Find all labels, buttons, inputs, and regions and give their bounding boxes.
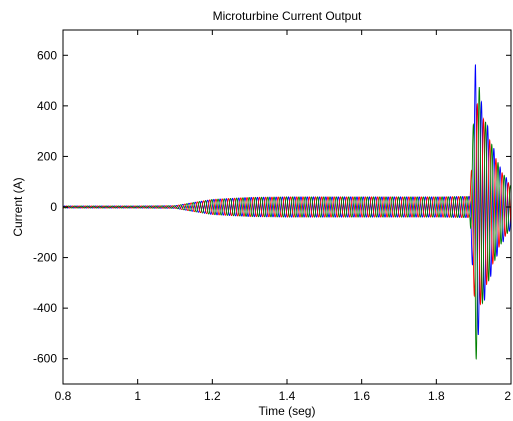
x-tick-label: 1.8 <box>428 389 445 403</box>
x-tick-label: 2 <box>504 389 511 403</box>
series-line-1 <box>63 64 511 336</box>
x-tick-label: 1.4 <box>279 389 296 403</box>
y-tick-label: 0 <box>50 200 57 214</box>
y-tick-label: -600 <box>33 352 57 366</box>
y-tick-label: 400 <box>37 99 57 113</box>
series-line-3 <box>63 87 511 360</box>
y-axis-label: Current (A) <box>11 177 25 236</box>
x-tick-label: 1.2 <box>204 389 221 403</box>
y-axis: 600 400 200 0 -200 -400 -600 <box>33 48 511 366</box>
series-line-2 <box>63 102 511 306</box>
y-tick-label: -400 <box>33 301 57 315</box>
y-tick-label: -200 <box>33 251 57 265</box>
chart-title: Microturbine Current Output <box>213 9 362 23</box>
x-tick-label: 1 <box>134 389 141 403</box>
y-tick-label: 600 <box>37 48 57 62</box>
x-tick-label: 0.8 <box>55 389 72 403</box>
x-tick-label: 1.6 <box>353 389 370 403</box>
x-axis: 0.8 1 1.2 1.4 1.6 1.8 2 <box>55 30 512 403</box>
x-axis-label: Time (seg) <box>259 404 316 418</box>
y-tick-label: 200 <box>37 149 57 163</box>
